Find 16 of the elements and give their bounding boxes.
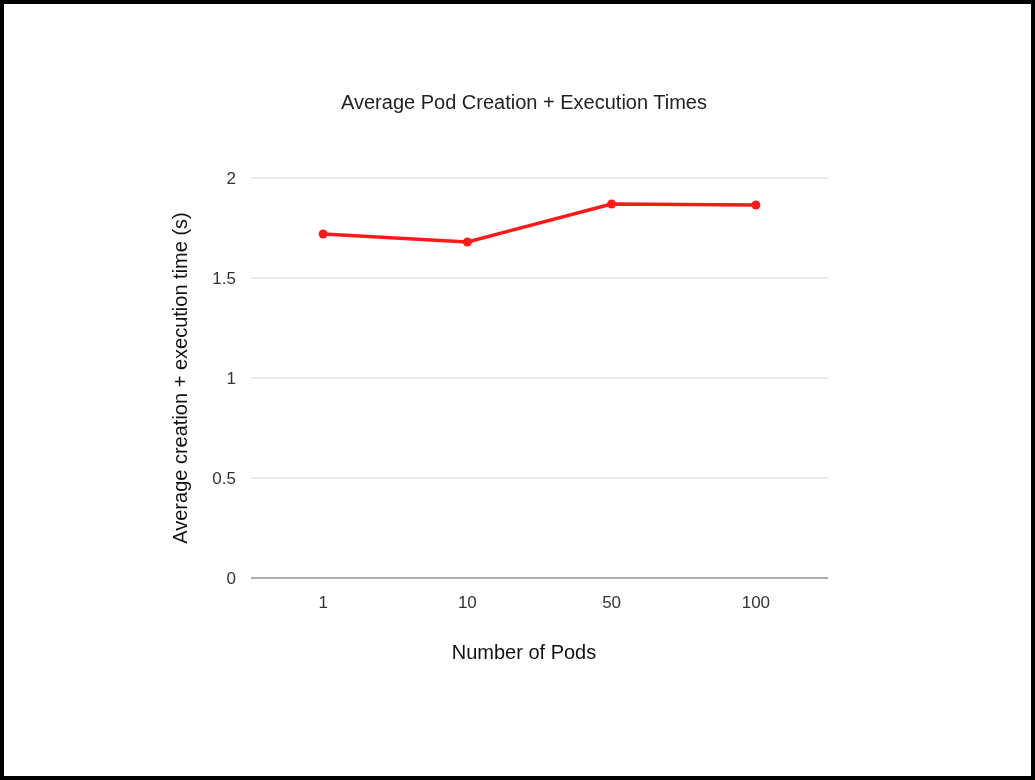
chart-title: Average Pod Creation + Execution Times: [341, 91, 707, 113]
y-axis-title: Average creation + execution time (s): [169, 212, 191, 544]
y-tick-label: 1: [226, 369, 236, 388]
x-tick-label: 10: [457, 593, 477, 612]
x-tick-label: 50: [602, 593, 622, 612]
y-tick-label: 0.5: [212, 469, 236, 488]
point: [607, 199, 617, 209]
x-tick-label: 1: [318, 593, 328, 612]
x-axis-title: Number of Pods: [451, 641, 597, 663]
point: [318, 229, 328, 239]
y-tick-label: 1.5: [212, 269, 236, 288]
x-tick-label: 100: [741, 593, 771, 612]
y-tick-label: 2: [226, 169, 236, 188]
y-tick-label: 0: [226, 569, 236, 588]
point: [462, 237, 472, 247]
point: [751, 200, 761, 210]
